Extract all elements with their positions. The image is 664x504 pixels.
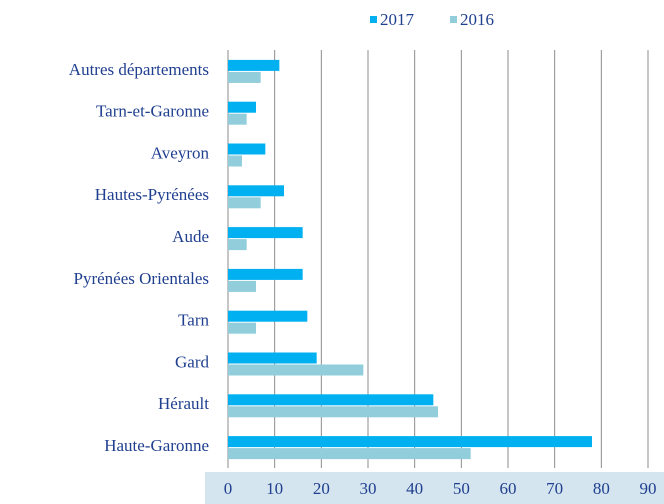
bar [228,448,471,460]
x-tick-label: 50 [453,479,470,498]
y-tick-label: Autres départements [69,60,209,79]
x-tick-label: 0 [224,479,233,498]
bar [228,310,308,322]
x-tick-label: 20 [313,479,330,498]
x-tick-label: 30 [360,479,377,498]
y-tick-label: Tarn [178,311,209,330]
x-tick-label: 70 [546,479,563,498]
bar [228,113,247,125]
legend-swatch [370,16,377,23]
y-tick-label: Gard [175,352,209,371]
bar [228,268,303,280]
bar [228,143,266,155]
axis-band [205,472,664,504]
bar [228,227,303,239]
y-tick-label: Haute-Garonne [104,436,209,455]
x-tick-label: 10 [266,479,283,498]
y-tick-label: Tarn-et-Garonne [96,102,209,121]
legend-swatch [450,16,457,23]
bar [228,406,438,418]
bar [228,239,247,251]
x-tick-label: 80 [593,479,610,498]
bar [228,155,242,167]
x-tick-label: 40 [406,479,423,498]
bar [228,394,434,406]
bar [228,101,256,113]
y-tick-label: Aveyron [151,143,210,162]
bar [228,185,284,197]
x-tick-label: 90 [640,479,657,498]
x-tick-label: 60 [500,479,517,498]
legend-label: 2016 [460,10,494,29]
bar [228,436,592,448]
y-tick-label: Aude [172,227,209,246]
bar [228,59,280,71]
y-tick-label: Pyrénées Orientales [74,269,209,288]
bar [228,322,256,334]
bar [228,71,261,83]
bar [228,280,256,292]
legend-label: 2017 [380,10,415,29]
bar [228,197,261,209]
bar [228,352,317,364]
y-tick-label: Hérault [158,394,209,413]
bar [228,364,364,376]
y-tick-label: Hautes-Pyrénées [95,185,209,204]
